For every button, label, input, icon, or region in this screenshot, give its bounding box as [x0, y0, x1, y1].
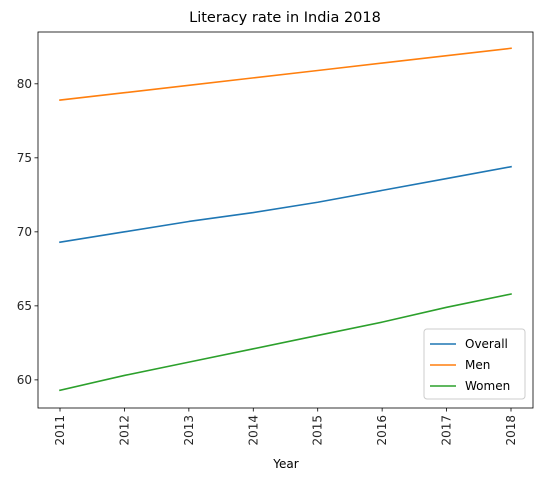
chart-title: Literacy rate in India 2018: [189, 10, 381, 26]
series-line-overall: [59, 165, 512, 244]
y-tick-label: 80: [17, 77, 32, 91]
legend-label-men: Men: [465, 358, 490, 372]
plot-area-frame: [37, 31, 534, 409]
x-tick-label: 2017: [440, 415, 454, 446]
x-tick-label: 2012: [117, 415, 131, 446]
x-tick-label: 2011: [53, 415, 67, 446]
y-tick-label: 70: [17, 225, 32, 239]
legend-box: [423, 328, 526, 400]
x-tick-label: 2016: [375, 415, 389, 446]
x-tick-label: 2014: [246, 415, 260, 446]
x-axis: 2011 2012 2013 2014 2015 2016 2017 2018: [53, 408, 518, 446]
y-tick-label: 75: [17, 151, 32, 165]
x-tick-label: 2018: [504, 415, 518, 446]
legend: Overall Men Women: [423, 328, 526, 400]
series-line-women: [59, 293, 512, 392]
legend-label-women: Women: [465, 379, 510, 393]
x-axis-label: Year: [272, 457, 298, 471]
y-axis: 60 65 70 75 80: [17, 77, 38, 387]
series-line-men: [59, 47, 512, 101]
series-layer: [59, 47, 512, 392]
x-tick-label: 2013: [182, 415, 196, 446]
y-tick-label: 60: [17, 373, 32, 387]
x-tick-label: 2015: [311, 415, 325, 446]
y-tick-label: 65: [17, 299, 32, 313]
legend-label-overall: Overall: [465, 337, 508, 351]
